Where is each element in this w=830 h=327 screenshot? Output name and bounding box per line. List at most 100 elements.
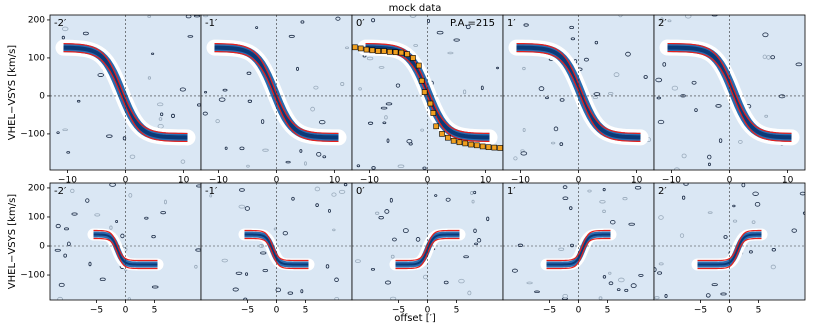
noise — [244, 206, 250, 211]
red-contour — [244, 229, 309, 262]
noise — [770, 55, 776, 60]
y-tick-label: 0 — [39, 91, 45, 101]
noise — [179, 87, 186, 92]
noise — [243, 297, 248, 300]
noise — [331, 192, 337, 197]
noise — [258, 244, 265, 248]
x-tick-label: −5 — [392, 306, 405, 316]
noise — [245, 272, 249, 276]
noise — [422, 166, 427, 170]
noise — [370, 267, 376, 271]
noise — [262, 148, 269, 152]
y-axis-label: VHEL−VSYS [km/s] — [7, 194, 18, 289]
y-tick-label: −100 — [20, 271, 45, 281]
noise — [196, 184, 201, 188]
noise — [664, 294, 668, 299]
noise — [754, 202, 761, 207]
emission-core — [63, 45, 188, 140]
noise — [128, 193, 133, 198]
noise — [694, 108, 698, 112]
rotation-point — [363, 46, 370, 53]
noise — [569, 25, 574, 30]
noise — [71, 212, 78, 216]
rotation-point — [427, 100, 434, 107]
noise — [662, 62, 667, 67]
noise — [70, 188, 75, 193]
panel-area — [503, 183, 654, 300]
noise — [344, 46, 350, 50]
noise — [474, 242, 479, 246]
x-axis-label: offset [′] — [394, 313, 436, 324]
panel-label: -2′ — [54, 186, 67, 197]
emission-core — [395, 233, 460, 266]
y-tick-label: 100 — [28, 53, 45, 63]
noise — [332, 228, 336, 232]
noise — [522, 66, 526, 71]
red-contour — [395, 229, 460, 262]
noise — [720, 292, 727, 296]
noise — [453, 38, 460, 42]
panel-area — [50, 183, 201, 300]
noise — [711, 283, 718, 287]
x-tick-label: 5 — [152, 306, 158, 316]
rotation-point — [386, 49, 393, 55]
x-tick-label: 10 — [178, 176, 190, 186]
noise — [262, 268, 269, 273]
rotation-point — [392, 49, 399, 56]
emission-core — [214, 45, 339, 140]
x-tick-label: 5 — [454, 306, 460, 316]
noise — [367, 121, 374, 125]
x-tick-label: 0 — [274, 176, 280, 186]
panel-label: 1′ — [507, 18, 516, 29]
noise — [496, 66, 499, 70]
y-tick-label: 0 — [39, 242, 45, 252]
noise — [778, 94, 786, 99]
noise — [300, 20, 305, 24]
noise — [598, 296, 603, 300]
noise — [340, 82, 345, 86]
noise — [420, 128, 424, 132]
x-tick-label: −5 — [543, 306, 556, 316]
noise — [389, 197, 393, 203]
x-tick-label: 0 — [425, 176, 431, 186]
rotation-point — [381, 48, 387, 54]
noise — [334, 296, 340, 300]
noise — [282, 231, 288, 236]
rotation-point — [421, 89, 428, 95]
noise — [334, 277, 339, 282]
noise — [151, 52, 155, 56]
noise — [288, 34, 295, 38]
rotation-point — [485, 144, 492, 151]
noise — [656, 96, 661, 100]
noise — [163, 199, 167, 205]
noise — [378, 215, 384, 220]
noise — [304, 161, 307, 166]
noise — [660, 17, 664, 23]
noise — [520, 151, 528, 156]
y-tick-label: 200 — [28, 15, 45, 25]
noise — [85, 198, 90, 203]
rotation-point — [462, 140, 469, 147]
x-tick-label: 5 — [605, 306, 611, 316]
noise — [470, 191, 474, 196]
noise — [375, 211, 380, 215]
noise — [634, 185, 642, 190]
noise — [247, 99, 253, 103]
noise — [413, 44, 419, 47]
x-tick-label: 0 — [123, 306, 129, 316]
noise — [238, 204, 246, 209]
noise — [752, 191, 759, 196]
y-tick-label: −100 — [20, 129, 45, 139]
panel-label: 2′ — [658, 18, 667, 29]
noise — [587, 189, 592, 193]
noise — [194, 264, 198, 269]
noise — [378, 66, 385, 69]
noise — [187, 35, 194, 38]
noise — [313, 85, 319, 90]
noise — [526, 281, 533, 285]
x-tick-label: 10 — [329, 176, 341, 186]
noise — [99, 277, 106, 282]
noise — [511, 268, 518, 273]
noise — [54, 248, 61, 252]
